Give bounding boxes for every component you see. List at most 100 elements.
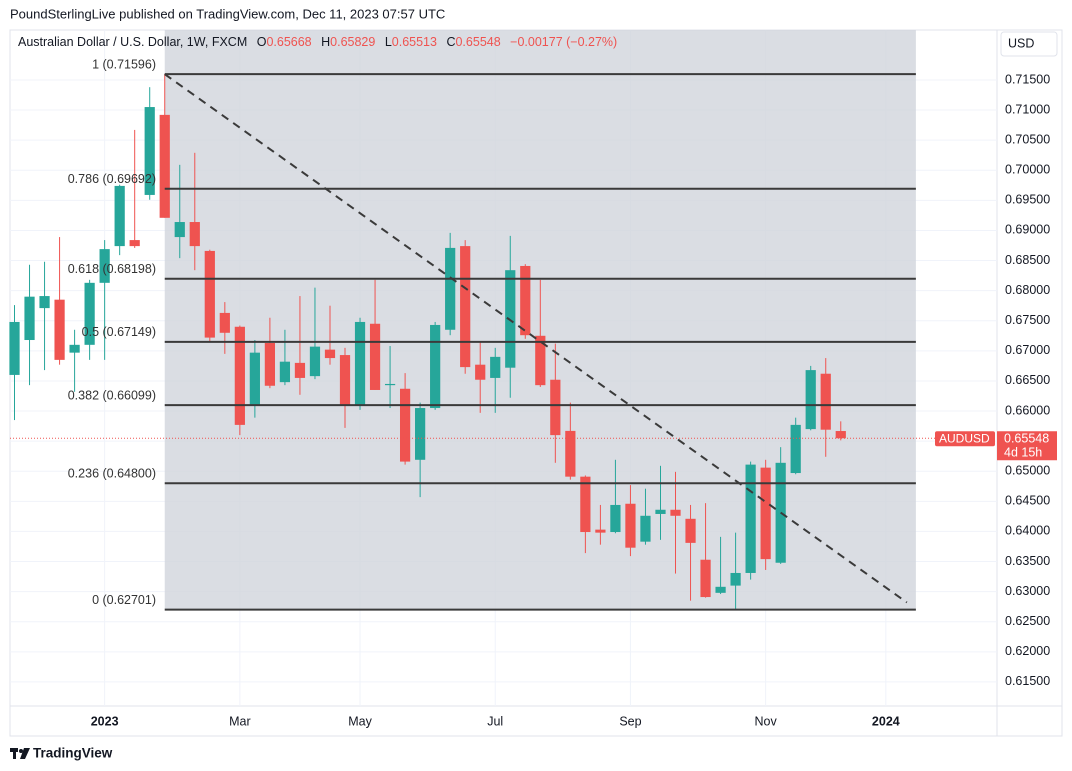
y-tick-label: 0.69500 [1005, 193, 1050, 207]
candle-body [69, 344, 80, 353]
candle-body [324, 349, 336, 359]
candle-body [550, 379, 561, 436]
y-tick-label: 0.66000 [1005, 403, 1050, 417]
x-tick-label: Sep [619, 714, 641, 728]
candle-body [805, 370, 816, 430]
price-box [997, 431, 1057, 461]
candle-body [835, 431, 846, 439]
brand: TradingView [33, 746, 113, 761]
ohlc-letter: C [446, 35, 455, 49]
candle-body [760, 467, 771, 560]
y-tick-label: 0.71500 [1005, 72, 1050, 86]
candle-body [264, 343, 276, 386]
x-tick-label: 2024 [872, 714, 900, 728]
candle-body [54, 299, 65, 360]
candle-body [39, 296, 50, 309]
ohlc-letter: H [321, 35, 330, 49]
candle-body [535, 335, 546, 386]
symbol-box [935, 431, 995, 447]
candle-body [415, 408, 426, 460]
candle-body [790, 424, 801, 474]
candle-body [460, 246, 471, 368]
candle-body [670, 509, 681, 516]
currency-box[interactable] [1000, 31, 1058, 57]
ohlc-letter: O [257, 35, 267, 49]
symbol-label: AUDUSD [939, 431, 990, 445]
y-tick-label: 0.61500 [1005, 674, 1050, 688]
candle-body [114, 185, 125, 247]
countdown-label: 4d 15h [1004, 446, 1042, 460]
candle-body [640, 515, 651, 542]
candle-body [625, 503, 636, 548]
y-tick-label: 0.68500 [1005, 253, 1050, 267]
candle-body [490, 356, 501, 378]
y-tick-label: 0.62000 [1005, 644, 1050, 658]
candle-body [610, 504, 621, 533]
fib-label: 0.5 (0.67149) [82, 325, 156, 339]
candle-body [700, 559, 711, 598]
trendline [164, 73, 908, 604]
candle-body [745, 464, 756, 573]
candle-body [294, 362, 306, 378]
candle-body [204, 250, 215, 338]
ohlc-letter: L [385, 35, 392, 49]
legend-header: Australian Dollar / U.S. Dollar, 1W, FXC… [18, 35, 617, 49]
candle-body [99, 249, 110, 283]
candle-body [174, 222, 185, 238]
ohlc-value: 0.65829 [330, 35, 375, 49]
candle-body [369, 323, 381, 390]
y-tick-label: 0.64500 [1005, 494, 1050, 508]
candle-body [24, 296, 35, 341]
y-tick-label: 0.63500 [1005, 554, 1050, 568]
fib-label: 0 (0.62701) [92, 593, 156, 607]
candle-body [309, 346, 321, 377]
y-tick-label: 0.67000 [1005, 343, 1050, 357]
y-tick-label: 0.68000 [1005, 283, 1050, 297]
x-tick-label: Mar [229, 714, 251, 728]
price-label: 0.65548 [1004, 432, 1049, 446]
y-tick-label: 0.66500 [1005, 373, 1050, 387]
candle-body [655, 509, 666, 514]
y-tick-label: 0.67500 [1005, 313, 1050, 327]
x-tick-label: Jul [487, 714, 503, 728]
candle-body [339, 355, 351, 406]
candle-body [595, 529, 606, 533]
candle-body [384, 383, 396, 386]
fib-label: 0.786 (0.69692) [68, 172, 156, 186]
candle-body [9, 321, 20, 375]
candle-body [399, 388, 411, 462]
fib-label: 0.618 (0.68198) [68, 262, 156, 276]
ohlc-value: 0.65668 [266, 35, 311, 49]
y-tick-label: 0.63000 [1005, 584, 1050, 598]
published-note: PoundSterlingLive published on TradingVi… [10, 6, 445, 21]
ohlc-value: 0.65513 [392, 35, 437, 49]
candle-body [565, 430, 576, 477]
candle-body [475, 364, 486, 380]
y-tick-label: 0.62500 [1005, 614, 1050, 628]
currency[interactable]: USD [1008, 36, 1034, 50]
candle-body [685, 518, 696, 543]
y-tick-label: 0.65000 [1005, 464, 1050, 478]
fib-label: 1 (0.71596) [92, 57, 156, 71]
y-tick-label: 0.70500 [1005, 132, 1050, 146]
fib-label: 0.236 (0.64800) [68, 467, 156, 481]
candle-body [129, 240, 140, 247]
fib-label: 0.382 (0.66099) [68, 388, 156, 402]
candle-body [445, 247, 456, 330]
candle-body [144, 107, 155, 195]
symbol-title: Australian Dollar / U.S. Dollar, 1W, FXC… [18, 35, 247, 49]
candle-body [715, 586, 726, 593]
change-value: −0.00177 (−0.27%) [510, 35, 617, 49]
x-tick-label: May [348, 714, 372, 728]
y-tick-label: 0.70000 [1005, 163, 1050, 177]
y-tick-label: 0.71000 [1005, 102, 1050, 116]
candle-body [580, 476, 591, 533]
x-tick-label: Nov [755, 714, 778, 728]
brand-logo [10, 748, 30, 759]
candle-body [159, 114, 170, 218]
candle-body [189, 222, 200, 247]
candle-body [279, 361, 291, 383]
ohlc-value: 0.65548 [455, 35, 500, 49]
x-tick-label: 2023 [91, 714, 119, 728]
